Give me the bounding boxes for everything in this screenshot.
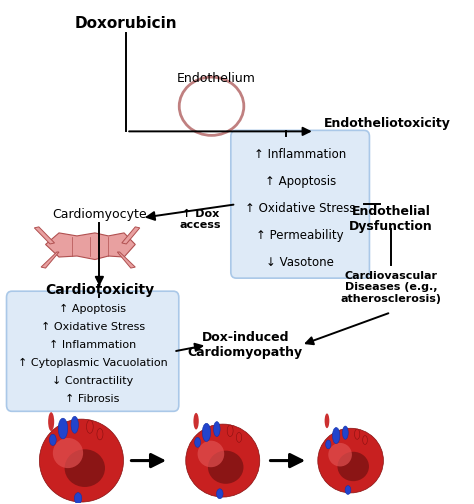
Text: ↑ Permeability: ↑ Permeability	[256, 229, 344, 242]
Ellipse shape	[53, 438, 83, 468]
Ellipse shape	[186, 424, 260, 497]
Polygon shape	[118, 252, 135, 268]
Ellipse shape	[39, 419, 124, 502]
Text: ↑ Oxidative Stress: ↑ Oxidative Stress	[41, 322, 145, 332]
Ellipse shape	[58, 418, 68, 439]
Text: ↓ Contractility: ↓ Contractility	[52, 376, 133, 386]
Ellipse shape	[337, 452, 369, 481]
Text: Cardiovascular
Diseases (e.g.,
atherosclerosis): Cardiovascular Diseases (e.g., atheroscl…	[340, 271, 441, 304]
Ellipse shape	[318, 428, 383, 493]
Ellipse shape	[49, 434, 56, 446]
Polygon shape	[34, 227, 55, 244]
Text: Cardiomyocyte: Cardiomyocyte	[52, 208, 146, 221]
Ellipse shape	[198, 440, 224, 467]
FancyBboxPatch shape	[7, 291, 179, 411]
Ellipse shape	[325, 413, 329, 428]
Ellipse shape	[345, 485, 351, 494]
Ellipse shape	[328, 443, 352, 467]
Text: Endothelial
Dysfunction: Endothelial Dysfunction	[349, 205, 433, 233]
Ellipse shape	[227, 425, 233, 436]
Text: ↑ Cytoplasmic Vacuolation: ↑ Cytoplasmic Vacuolation	[18, 358, 167, 368]
Ellipse shape	[214, 422, 220, 436]
Ellipse shape	[217, 489, 223, 499]
Ellipse shape	[71, 416, 78, 433]
Text: ↑ Apoptosis: ↑ Apoptosis	[264, 175, 336, 187]
Text: Cardiotoxicity: Cardiotoxicity	[45, 283, 154, 297]
Polygon shape	[46, 233, 135, 260]
Text: ↑ Dox
access: ↑ Dox access	[180, 209, 221, 230]
Ellipse shape	[86, 420, 93, 433]
Text: ↑ Apoptosis: ↑ Apoptosis	[59, 304, 126, 314]
Text: Doxorubicin: Doxorubicin	[75, 16, 178, 31]
Polygon shape	[122, 227, 140, 244]
Ellipse shape	[342, 426, 348, 439]
Text: ↑ Inflammation: ↑ Inflammation	[254, 148, 346, 161]
Text: ↑ Inflammation: ↑ Inflammation	[49, 340, 137, 350]
Text: Endothelium: Endothelium	[177, 72, 255, 85]
Text: ↑ Fibrosis: ↑ Fibrosis	[65, 394, 120, 404]
Ellipse shape	[208, 451, 244, 484]
Ellipse shape	[74, 492, 82, 504]
Text: Dox-induced
Cardiomyopathy: Dox-induced Cardiomyopathy	[188, 331, 303, 359]
Ellipse shape	[64, 449, 105, 487]
Ellipse shape	[237, 432, 242, 443]
Ellipse shape	[332, 427, 340, 444]
FancyBboxPatch shape	[231, 131, 369, 278]
Ellipse shape	[363, 435, 367, 445]
Ellipse shape	[193, 413, 199, 429]
Text: Endotheliotoxicity: Endotheliotoxicity	[324, 117, 451, 131]
Ellipse shape	[326, 440, 331, 449]
Polygon shape	[41, 252, 59, 268]
Ellipse shape	[48, 412, 54, 431]
Ellipse shape	[97, 428, 103, 440]
Ellipse shape	[355, 429, 360, 439]
Text: ↓ Vasotone: ↓ Vasotone	[266, 256, 334, 269]
Ellipse shape	[202, 423, 210, 442]
Ellipse shape	[195, 437, 201, 448]
Text: ↑ Oxidative Stress: ↑ Oxidative Stress	[245, 202, 356, 215]
